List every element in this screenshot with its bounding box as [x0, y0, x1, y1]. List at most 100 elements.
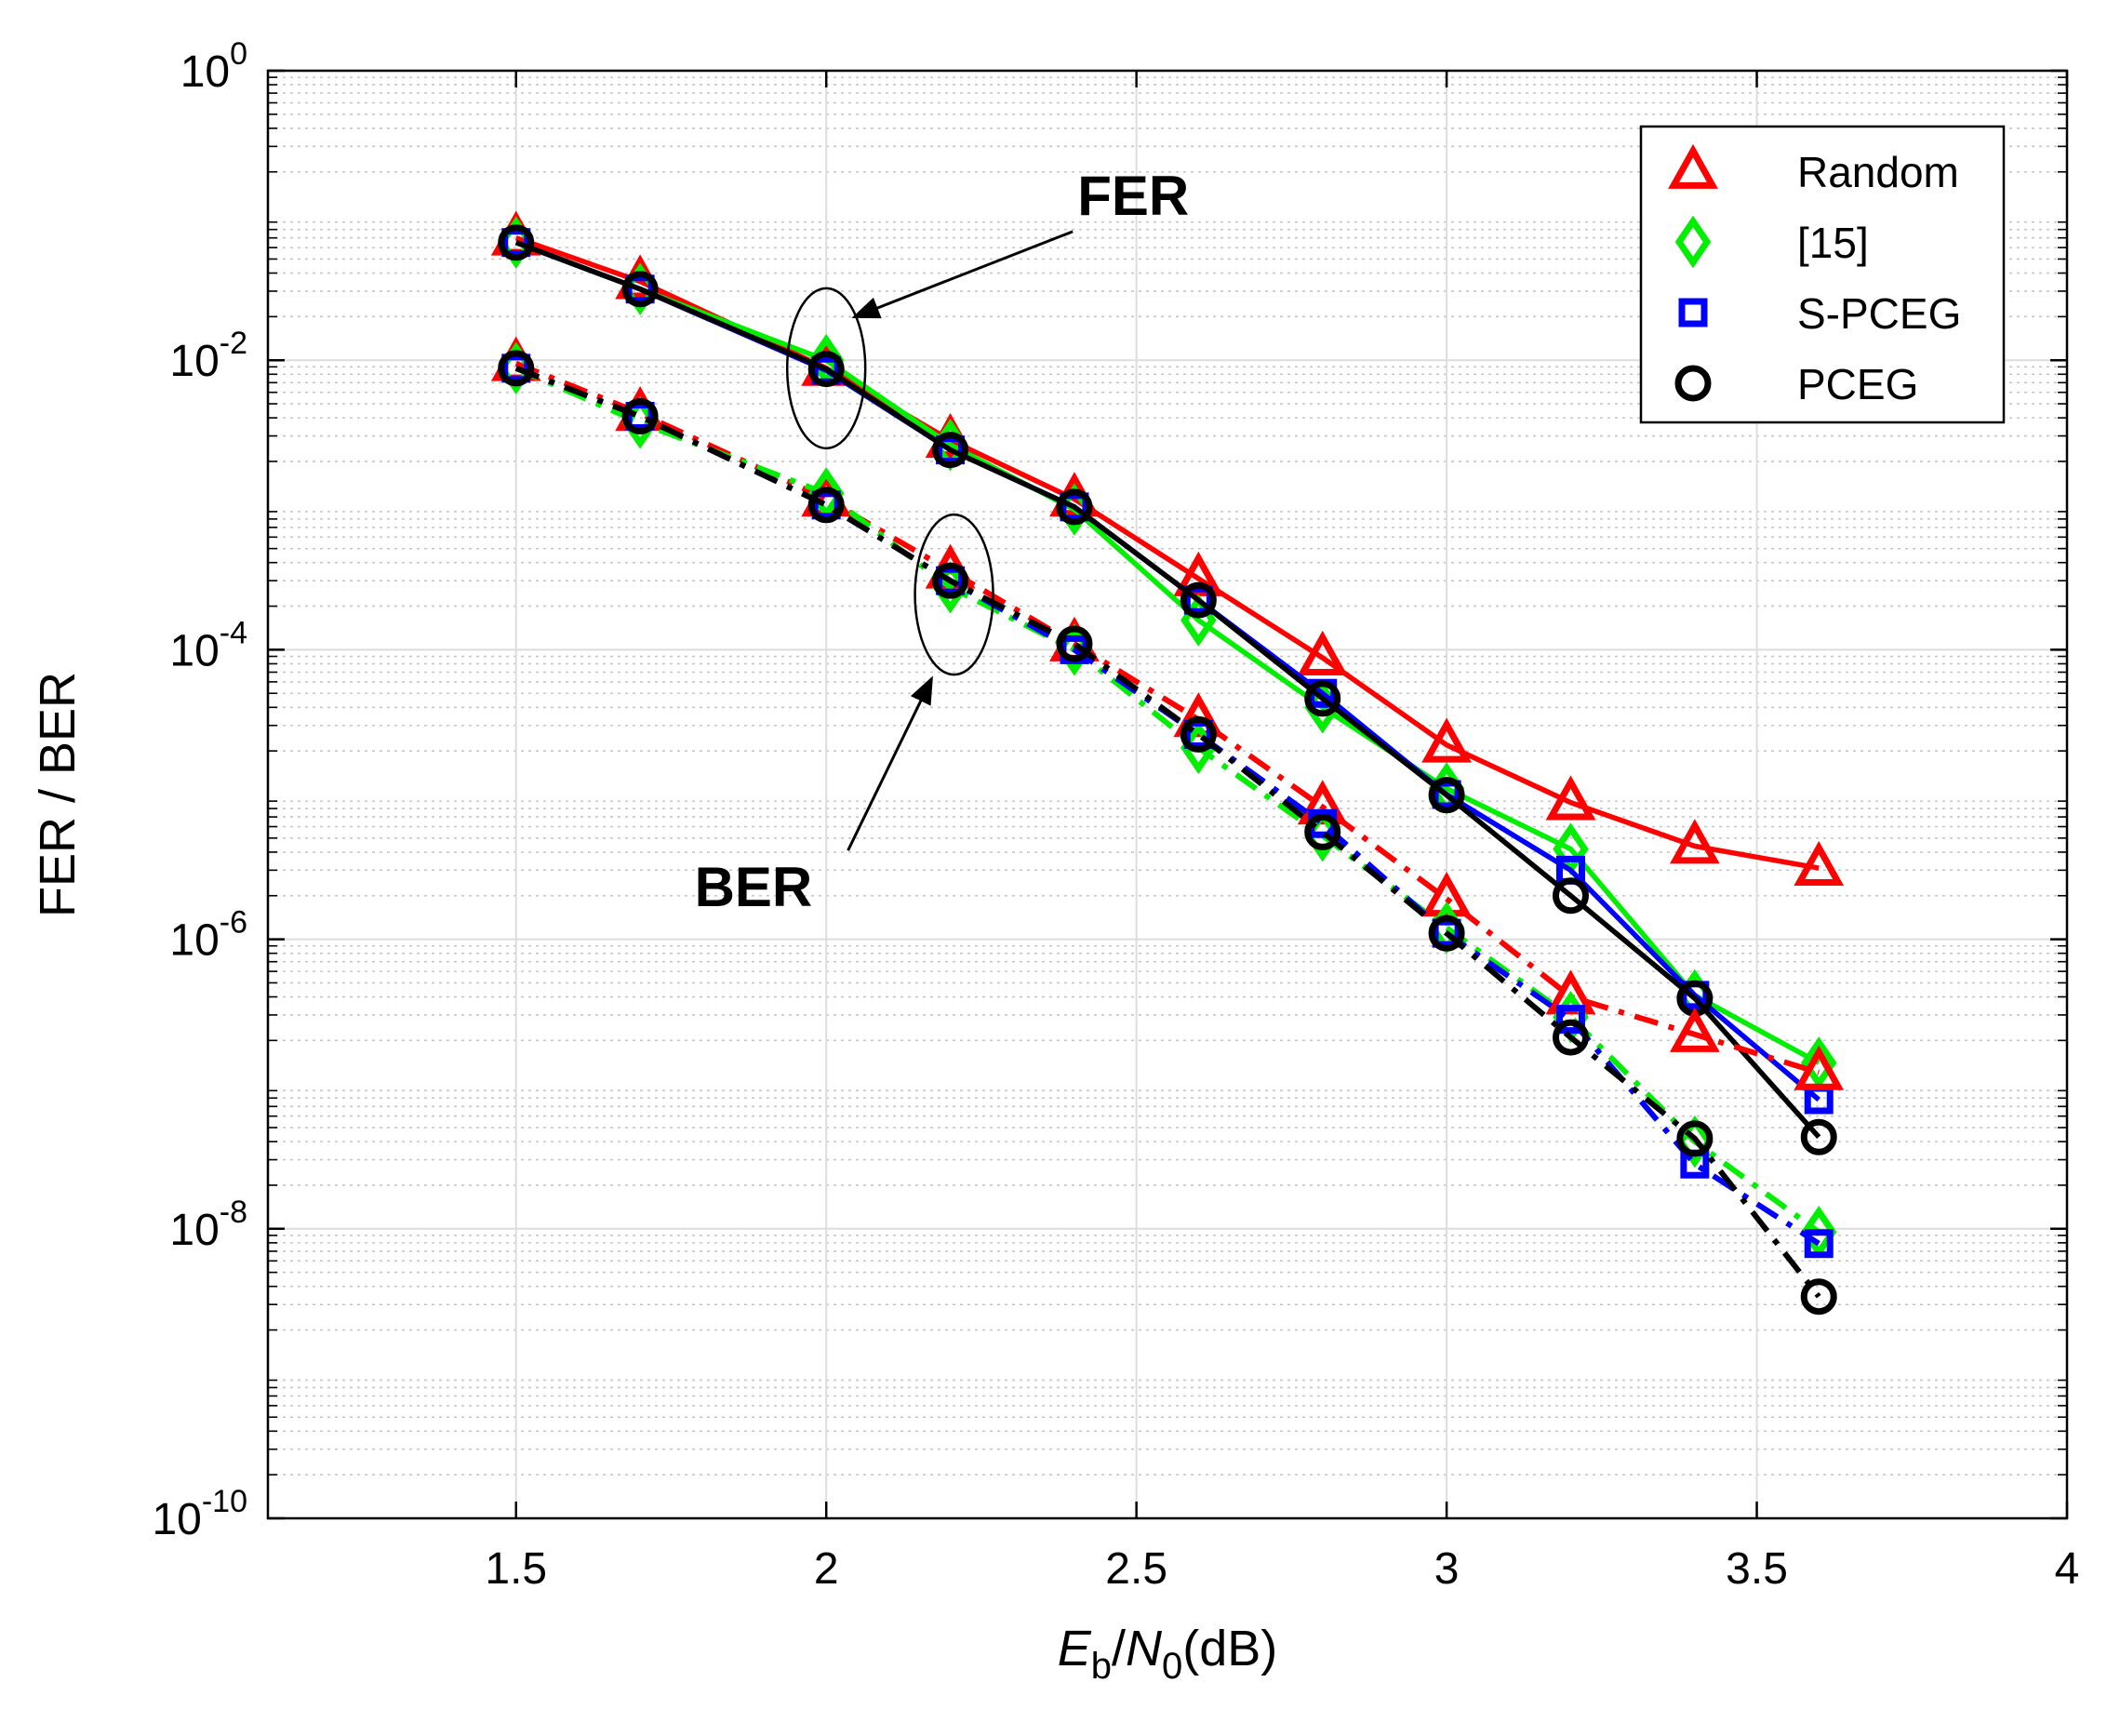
data-point-ber-spceg [1804, 1229, 1834, 1259]
y-tick-exponent: -4 [220, 615, 247, 650]
legend-label: S-PCEG [1797, 289, 1961, 338]
series-line-fer-pceg [514, 240, 1821, 1140]
y-tick-exponent: 0 [230, 36, 247, 72]
y-tick-label: 10-10 [152, 1484, 247, 1544]
legend-marker-circle [1674, 365, 1712, 402]
series-fer-pceg [498, 224, 1837, 1155]
y-tick-exponent: -6 [220, 905, 247, 941]
legend-marker-triangle [1668, 143, 1718, 189]
data-point-fer-pceg [1056, 488, 1093, 526]
data-point-fer-pceg [1428, 777, 1465, 814]
y-tick-base: 10 [152, 1495, 201, 1544]
data-point-fer-pceg [1180, 581, 1217, 619]
ber-arrow [847, 675, 933, 851]
series-line-fer-ref15 [514, 240, 1820, 1065]
data-point-ber-spceg [1183, 719, 1213, 749]
data-point-ber-random [1669, 1007, 1720, 1052]
data-point-ber-ref15 [1676, 1115, 1714, 1168]
x-tick-label: 1.5 [485, 1544, 547, 1594]
x-tick-label: 3.5 [1726, 1544, 1788, 1594]
x-title-sub-b: b [1091, 1646, 1112, 1687]
legend-marker-diamond [1674, 215, 1712, 269]
data-point-ber-pceg [932, 562, 969, 599]
fer-annotation-label: FER [1077, 165, 1189, 227]
legend-item-square: S-PCEG [1678, 289, 1961, 338]
y-tick-label: 10-6 [169, 905, 247, 966]
data-point-fer-pceg [807, 351, 845, 388]
data-point-ber-pceg [1552, 1019, 1589, 1056]
data-point-ber-pceg [1304, 813, 1341, 850]
data-point-fer-spceg [936, 435, 966, 465]
x-tick-label: 3 [1434, 1544, 1460, 1594]
data-point-ber-pceg [1180, 715, 1217, 753]
legend-item-circle: PCEG [1674, 360, 1918, 408]
x-axis-title: Eb/N0(dB) [1058, 1621, 1278, 1687]
series-line-ber-pceg [514, 366, 1821, 1299]
data-point-ber-pceg [498, 350, 535, 387]
data-point-fer-pceg [1552, 877, 1589, 915]
x-tick-label: 2 [814, 1544, 839, 1594]
data-point-ber-pceg [1428, 915, 1465, 952]
y-tick-base: 10 [180, 47, 230, 97]
data-point-ber-random [1421, 872, 1472, 917]
y-tick-base: 10 [169, 1206, 219, 1255]
ber-ellipse [913, 513, 994, 676]
x-tick-label: 2.5 [1105, 1544, 1167, 1594]
y-tick-label: 10-4 [169, 615, 247, 675]
data-point-ber-pceg [807, 487, 845, 524]
plot-area-frame [266, 69, 2069, 1520]
data-point-fer-spceg [501, 228, 531, 258]
data-point-fer-spceg [1183, 585, 1213, 615]
legend-item-diamond: [15] [1674, 215, 1869, 269]
data-point-ber-random [1173, 692, 1224, 738]
data-point-ber-spceg [936, 566, 966, 595]
data-point-ber-spceg [625, 401, 655, 431]
data-point-fer-spceg [625, 274, 655, 304]
ber-annotation-label: BER [695, 856, 813, 918]
y-tick-base: 10 [169, 916, 219, 966]
y-tick-exponent: -2 [220, 326, 247, 361]
y-tick-label: 10-8 [169, 1195, 247, 1255]
data-point-ber-spceg [811, 490, 841, 520]
legend-marker-square [1678, 298, 1708, 327]
x-title-slash: / [1112, 1621, 1126, 1676]
legend: Random [15] S-PCEG PCEG [1639, 125, 2006, 424]
data-point-fer-pceg [1800, 1118, 1837, 1155]
data-point-fer-random [1794, 840, 1845, 887]
data-point-fer-pceg [932, 432, 969, 469]
legend-label: PCEG [1797, 360, 1918, 408]
x-tick-label: 4 [2055, 1544, 2080, 1594]
data-point-ber-random [1297, 780, 1348, 825]
data-point-ber-random [1794, 1045, 1845, 1090]
y-tick-base: 10 [169, 337, 219, 386]
grid-lines [268, 70, 2068, 1519]
series-line-fer-random [514, 235, 1820, 871]
legend-label: Random [1797, 148, 1959, 196]
y-tick-label: 10-2 [169, 326, 247, 386]
legend-item-triangle: Random [1668, 143, 1959, 196]
x-title-suffix: (dB) [1182, 1621, 1277, 1676]
data-point-fer-random [1173, 551, 1224, 596]
data-point-fer-random [1545, 775, 1596, 821]
legend-label: [15] [1797, 219, 1869, 267]
y-tick-base: 10 [169, 626, 219, 675]
data-point-ber-pceg [1800, 1278, 1837, 1315]
data-point-ber-spceg [1432, 918, 1461, 948]
data-point-fer-pceg [621, 271, 659, 308]
x-title-n: N [1126, 1621, 1163, 1676]
data-point-ber-pceg [1676, 1120, 1714, 1157]
data-series [490, 210, 1845, 1315]
data-point-fer-spceg [1060, 492, 1089, 522]
data-point-fer-random [1669, 819, 1720, 864]
series-ber-pceg [498, 350, 1837, 1315]
fer-arrow [851, 230, 1074, 319]
y-axis-title: FER / BER [30, 672, 86, 917]
annotations: FER BER [695, 165, 1190, 918]
data-point-fer-pceg [1304, 680, 1341, 717]
data-point-ber-spceg [501, 354, 531, 383]
data-point-fer-random [1297, 630, 1348, 675]
y-tick-exponent: -10 [202, 1484, 247, 1519]
data-point-ber-pceg [1056, 625, 1093, 662]
fer-ellipse [785, 287, 867, 450]
